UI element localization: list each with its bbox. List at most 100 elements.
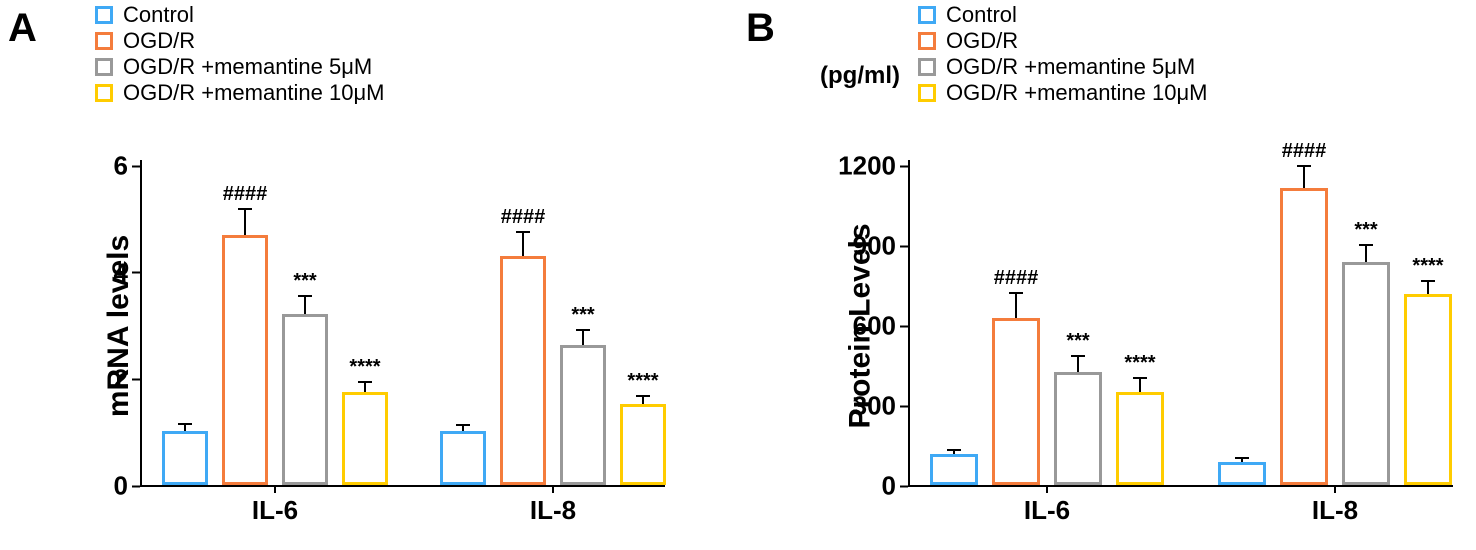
bar	[1342, 262, 1390, 485]
bar	[992, 318, 1040, 485]
chart-area: 03006009001200IL-6####*******IL-8####***…	[908, 165, 1448, 485]
error-cap	[1009, 292, 1023, 294]
bar	[1280, 188, 1328, 485]
significance-marker: ####	[1282, 140, 1327, 163]
significance-marker: ***	[293, 270, 316, 293]
bar	[1404, 294, 1452, 485]
legend-swatch	[918, 58, 936, 76]
legend-item: Control	[918, 4, 1208, 26]
bar	[930, 454, 978, 485]
legend-swatch	[918, 84, 936, 102]
legend-label: OGD/R +memantine 5μM	[123, 56, 372, 78]
x-tick-mark	[552, 485, 554, 493]
y-tick-label: 0	[882, 471, 900, 502]
legend-swatch	[95, 6, 113, 24]
significance-marker: ***	[1066, 330, 1089, 353]
error-cap	[298, 295, 312, 297]
error-bar	[244, 209, 246, 236]
x-tick-mark	[274, 485, 276, 493]
error-bar	[1015, 293, 1017, 318]
y-tick: 1200	[838, 151, 908, 182]
x-axis	[908, 485, 1453, 487]
y-tick-mark	[900, 245, 908, 247]
error-bar	[522, 232, 524, 256]
legend-item: OGD/R +memantine 5μM	[95, 56, 385, 78]
legend-item: OGD/R +memantine 5μM	[918, 56, 1208, 78]
significance-marker: ****	[627, 370, 658, 393]
error-cap	[238, 208, 252, 210]
error-bar	[1365, 245, 1367, 262]
x-group-label: IL-8	[530, 495, 576, 526]
significance-marker: ****	[1124, 352, 1155, 375]
y-tick-mark	[900, 325, 908, 327]
panel-a: AControlOGD/ROGD/R +memantine 5μMOGD/R +…	[0, 0, 738, 550]
error-bar	[1077, 356, 1079, 372]
bar	[162, 431, 208, 485]
bar	[440, 431, 486, 485]
panel-label: B	[746, 6, 775, 51]
x-group-label: IL-6	[252, 495, 298, 526]
error-cap	[1297, 165, 1311, 167]
y-tick: 6	[114, 151, 140, 182]
legend-item: OGD/R	[918, 30, 1208, 52]
legend: Control OGD/R OGD/R +memantine 5μM OGD/R +m…	[95, 4, 385, 108]
error-cap	[576, 329, 590, 331]
error-cap	[947, 449, 961, 451]
error-cap	[1235, 457, 1249, 459]
error-cap	[456, 424, 470, 426]
bar	[282, 314, 328, 485]
bar	[1054, 372, 1102, 485]
y-axis	[140, 160, 142, 487]
legend-label: OGD/R	[123, 30, 195, 52]
error-bar	[1427, 281, 1429, 294]
y-tick-mark	[132, 165, 140, 167]
significance-marker: ****	[349, 356, 380, 379]
legend-item: Control	[95, 4, 385, 26]
error-cap	[1071, 355, 1085, 357]
error-bar	[582, 330, 584, 345]
panel-b: B Control OGD/R OGD/R +memantine 5μM OGD/R +…	[738, 0, 1476, 550]
legend-item: OGD/R +memantine 10μM	[95, 82, 385, 104]
error-cap	[358, 381, 372, 383]
legend-swatch	[95, 84, 113, 102]
error-cap	[516, 231, 530, 233]
legend-label: OGD/R +memantine 10μM	[946, 82, 1208, 104]
error-cap	[1421, 280, 1435, 282]
bar	[560, 345, 606, 485]
x-group-label: IL-6	[1024, 495, 1070, 526]
bar	[500, 256, 546, 485]
x-tick-mark	[1046, 485, 1048, 493]
bar	[1218, 462, 1266, 485]
y-axis-label: mRNA levels	[102, 235, 136, 417]
y-tick-mark	[900, 405, 908, 407]
y-tick-label: 6	[114, 151, 132, 182]
legend-item: OGD/R +memantine 10μM	[918, 82, 1208, 104]
legend-swatch	[918, 6, 936, 24]
error-bar	[364, 382, 366, 392]
legend-swatch	[918, 32, 936, 50]
error-cap	[636, 395, 650, 397]
unit-label: (pg/ml)	[820, 62, 900, 90]
legend-label: OGD/R	[946, 30, 1018, 52]
significance-marker: ####	[994, 267, 1039, 290]
x-tick-mark	[1334, 485, 1336, 493]
significance-marker: ****	[1412, 255, 1443, 278]
y-axis-label: Protein Levels	[844, 223, 878, 428]
bar	[342, 392, 388, 485]
y-axis	[908, 160, 910, 487]
x-axis	[140, 485, 665, 487]
y-tick: 0	[114, 471, 140, 502]
significance-marker: ####	[501, 206, 546, 229]
legend-label: Control	[946, 4, 1017, 26]
error-bar	[1139, 378, 1141, 391]
x-group-label: IL-8	[1312, 495, 1358, 526]
y-tick: 0	[882, 471, 908, 502]
bar	[222, 235, 268, 485]
y-tick-label: 0	[114, 471, 132, 502]
legend-label: OGD/R +memantine 10μM	[123, 82, 385, 104]
figure: AControlOGD/ROGD/R +memantine 5μMOGD/R +…	[0, 0, 1476, 550]
y-tick-mark	[900, 165, 908, 167]
legend: Control OGD/R OGD/R +memantine 5μM OGD/R +m…	[918, 4, 1208, 108]
significance-marker: ***	[571, 304, 594, 327]
error-bar	[304, 296, 306, 315]
